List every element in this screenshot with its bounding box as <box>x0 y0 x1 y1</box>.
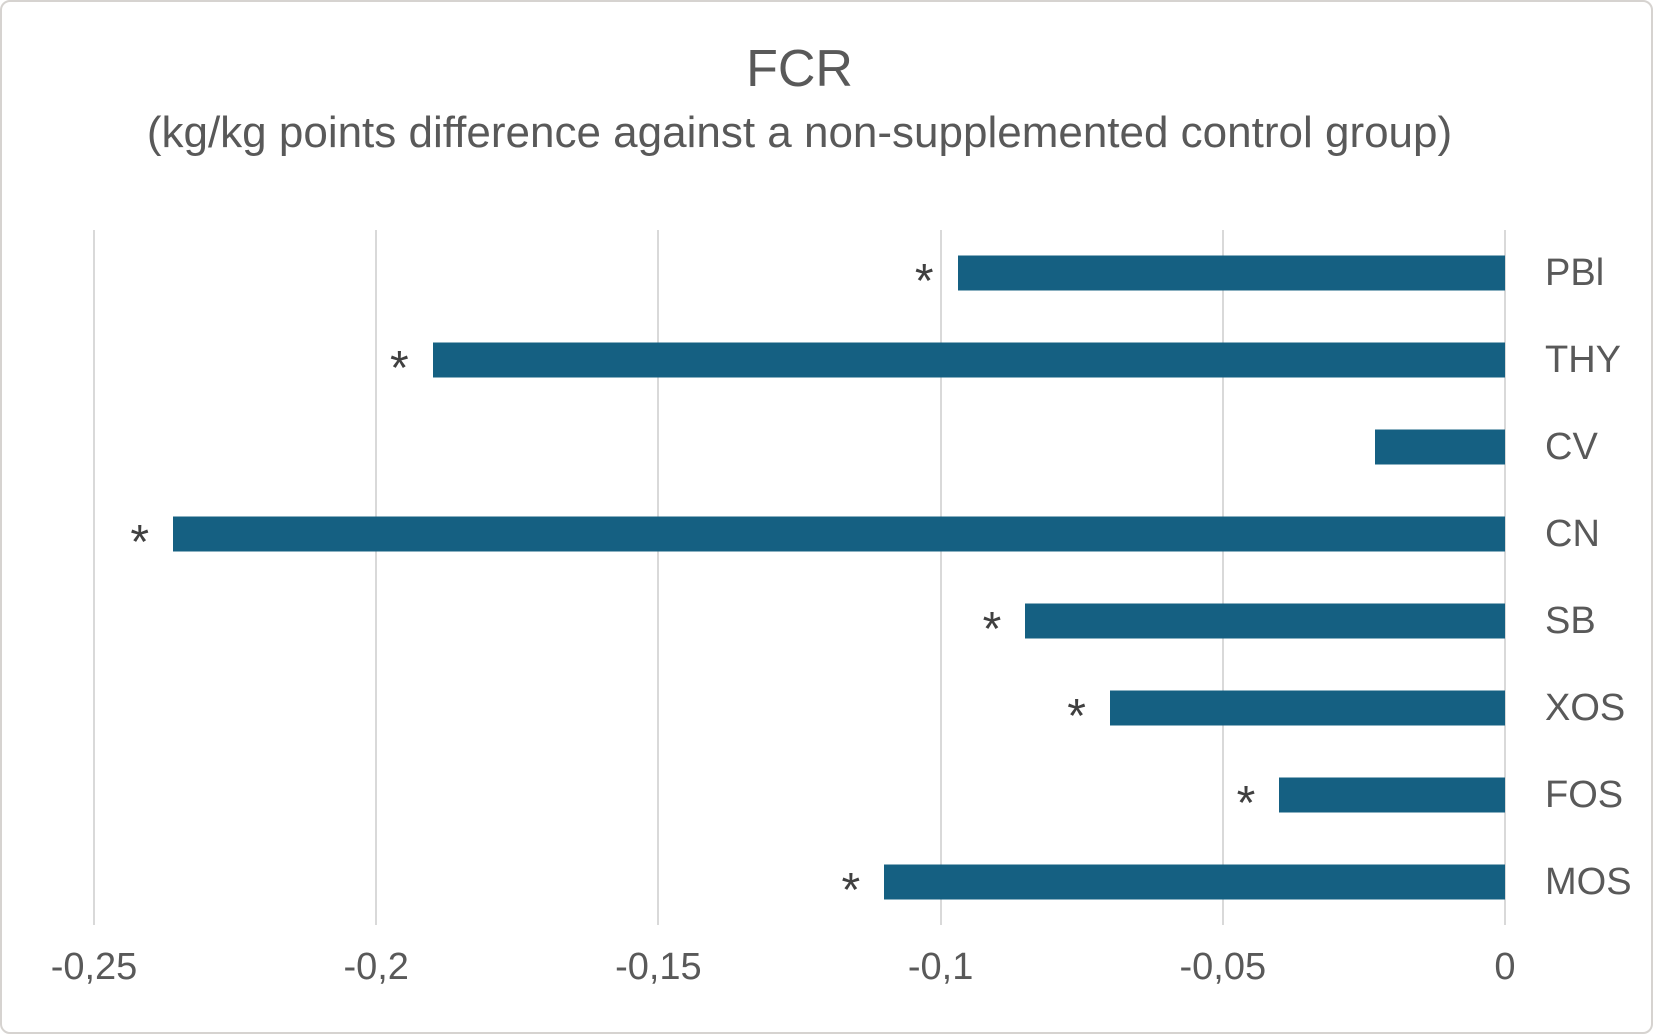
significance-marker: * <box>841 863 861 917</box>
x-tick-label: -0,2 <box>343 946 409 988</box>
gridline <box>93 230 95 925</box>
category-label-cn: CN <box>1545 513 1600 556</box>
gridline <box>375 230 378 925</box>
plot-area: * * * * * * * <box>93 230 1506 925</box>
x-tick-label: -0,1 <box>907 946 974 988</box>
bar-row: * <box>94 751 1505 838</box>
category-axis: PBl THY CV CN SB XOS FOS MOS <box>1545 230 1650 925</box>
bar-row: * <box>94 230 1505 317</box>
significance-marker: * <box>914 255 934 309</box>
significance-marker: * <box>1067 689 1086 743</box>
bar-sb <box>1025 603 1505 639</box>
gridline <box>657 230 660 925</box>
category-label-fos: FOS <box>1545 773 1624 816</box>
bar-row: * <box>94 317 1505 404</box>
bar-row: * <box>94 664 1505 751</box>
bar-row: * <box>94 838 1505 925</box>
x-tick-label: 0 <box>1494 946 1516 988</box>
bar-xos <box>1109 690 1505 726</box>
gridline <box>939 230 942 925</box>
bar-row: * <box>94 491 1505 578</box>
category-label-xos: XOS <box>1545 686 1626 729</box>
category-label-mos: MOS <box>1545 860 1632 903</box>
significance-marker: * <box>389 342 409 396</box>
bar-thy <box>432 342 1505 378</box>
bar-row <box>94 404 1505 491</box>
gridline <box>1221 230 1224 925</box>
category-label-sb: SB <box>1545 599 1596 642</box>
category-label-pbl: PBl <box>1545 252 1605 295</box>
significance-marker: * <box>1236 776 1256 830</box>
bar-pbl <box>957 255 1505 291</box>
significance-marker: * <box>130 516 150 570</box>
bar-cn <box>173 516 1505 552</box>
chart-title: FCR <box>746 40 853 98</box>
x-tick-label: -0,25 <box>50 946 138 988</box>
bar-fos <box>1279 777 1505 813</box>
bar-mos <box>884 864 1505 900</box>
x-tick-label: -0,05 <box>1179 946 1267 988</box>
value-axis: -0,25 -0,2 -0,15 -0,1 -0,05 0 <box>51 944 1516 994</box>
bar-cv <box>1375 429 1505 465</box>
x-tick-label: -0,15 <box>615 946 702 988</box>
chart-subtitle: (kg/kg points difference against a non-s… <box>146 108 1453 157</box>
category-label-thy: THY <box>1545 339 1621 382</box>
category-label-cv: CV <box>1545 426 1598 469</box>
gridline <box>1504 230 1506 925</box>
significance-marker: * <box>982 602 1002 656</box>
bar-row: * <box>94 578 1505 665</box>
